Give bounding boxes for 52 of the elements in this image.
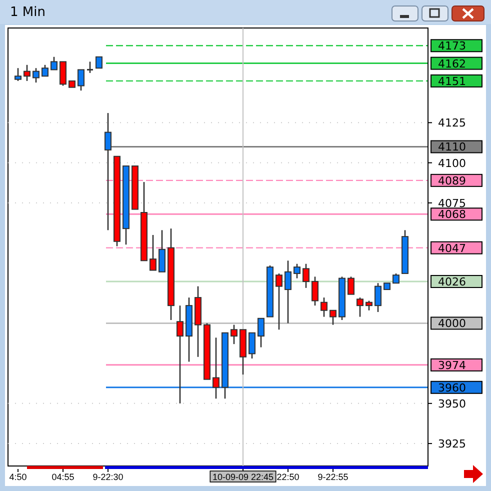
candlestick — [284, 260, 292, 324]
ref-line-label: 3960 — [438, 381, 466, 394]
ref-line-label: 4047 — [438, 242, 466, 255]
ref-line-label: 3974 — [438, 358, 466, 372]
candlestick — [294, 263, 300, 279]
candlestick — [212, 337, 220, 400]
ref-line-label: 4162 — [438, 57, 466, 70]
candlestick — [86, 61, 94, 74]
y-tick-label: 4100 — [438, 156, 466, 170]
candlestick — [312, 276, 318, 306]
candlestick — [258, 318, 264, 348]
y-tick-label: 3925 — [438, 438, 466, 451]
candlestick — [374, 282, 382, 313]
x-tick-label: 4:50 — [9, 472, 27, 482]
candlestick — [24, 64, 30, 82]
y-tick-label: 3950 — [438, 397, 466, 410]
candlestick — [32, 67, 40, 84]
candlestick — [330, 310, 336, 326]
ref-line-label: 4151 — [438, 74, 466, 88]
x-tick-label: 22:50 — [276, 472, 300, 482]
ref-line-label: 4110 — [438, 140, 466, 154]
candlestick — [276, 272, 282, 330]
candlestick — [366, 300, 372, 312]
candlestick — [104, 112, 112, 231]
candlestick — [348, 276, 354, 295]
ref-line-label: 4089 — [438, 174, 466, 188]
y-tick-label: 4075 — [438, 196, 466, 210]
candlestick — [176, 304, 184, 404]
candlestick — [14, 67, 22, 82]
candlestick — [230, 324, 238, 345]
candlestick — [50, 56, 58, 70]
ref-line-label: 4068 — [438, 208, 466, 222]
candlestick — [150, 234, 156, 271]
candlestick — [356, 296, 364, 318]
x-tick-label: 9-22:30 — [92, 472, 124, 482]
x-tick-label: 04:55 — [52, 472, 74, 482]
x-tick-label: 9-22:55 — [318, 472, 348, 482]
candlestick — [302, 263, 310, 289]
x-tick-label: 10-09-09 22:45 — [212, 472, 274, 482]
candlestick — [42, 64, 48, 77]
ref-line-label: 4000 — [438, 317, 466, 330]
candlestick — [60, 61, 66, 86]
ref-line-label: 4173 — [438, 40, 466, 53]
candlestick — [320, 296, 328, 318]
candlestick — [96, 56, 102, 69]
candlestick — [158, 230, 166, 273]
candlestick — [248, 332, 256, 360]
candlestick — [78, 69, 84, 92]
ref-line-label: 4026 — [438, 275, 466, 288]
y-tick-label: 4125 — [438, 116, 466, 130]
candlestick — [392, 272, 400, 284]
chart-title: 1 Min — [10, 5, 46, 20]
